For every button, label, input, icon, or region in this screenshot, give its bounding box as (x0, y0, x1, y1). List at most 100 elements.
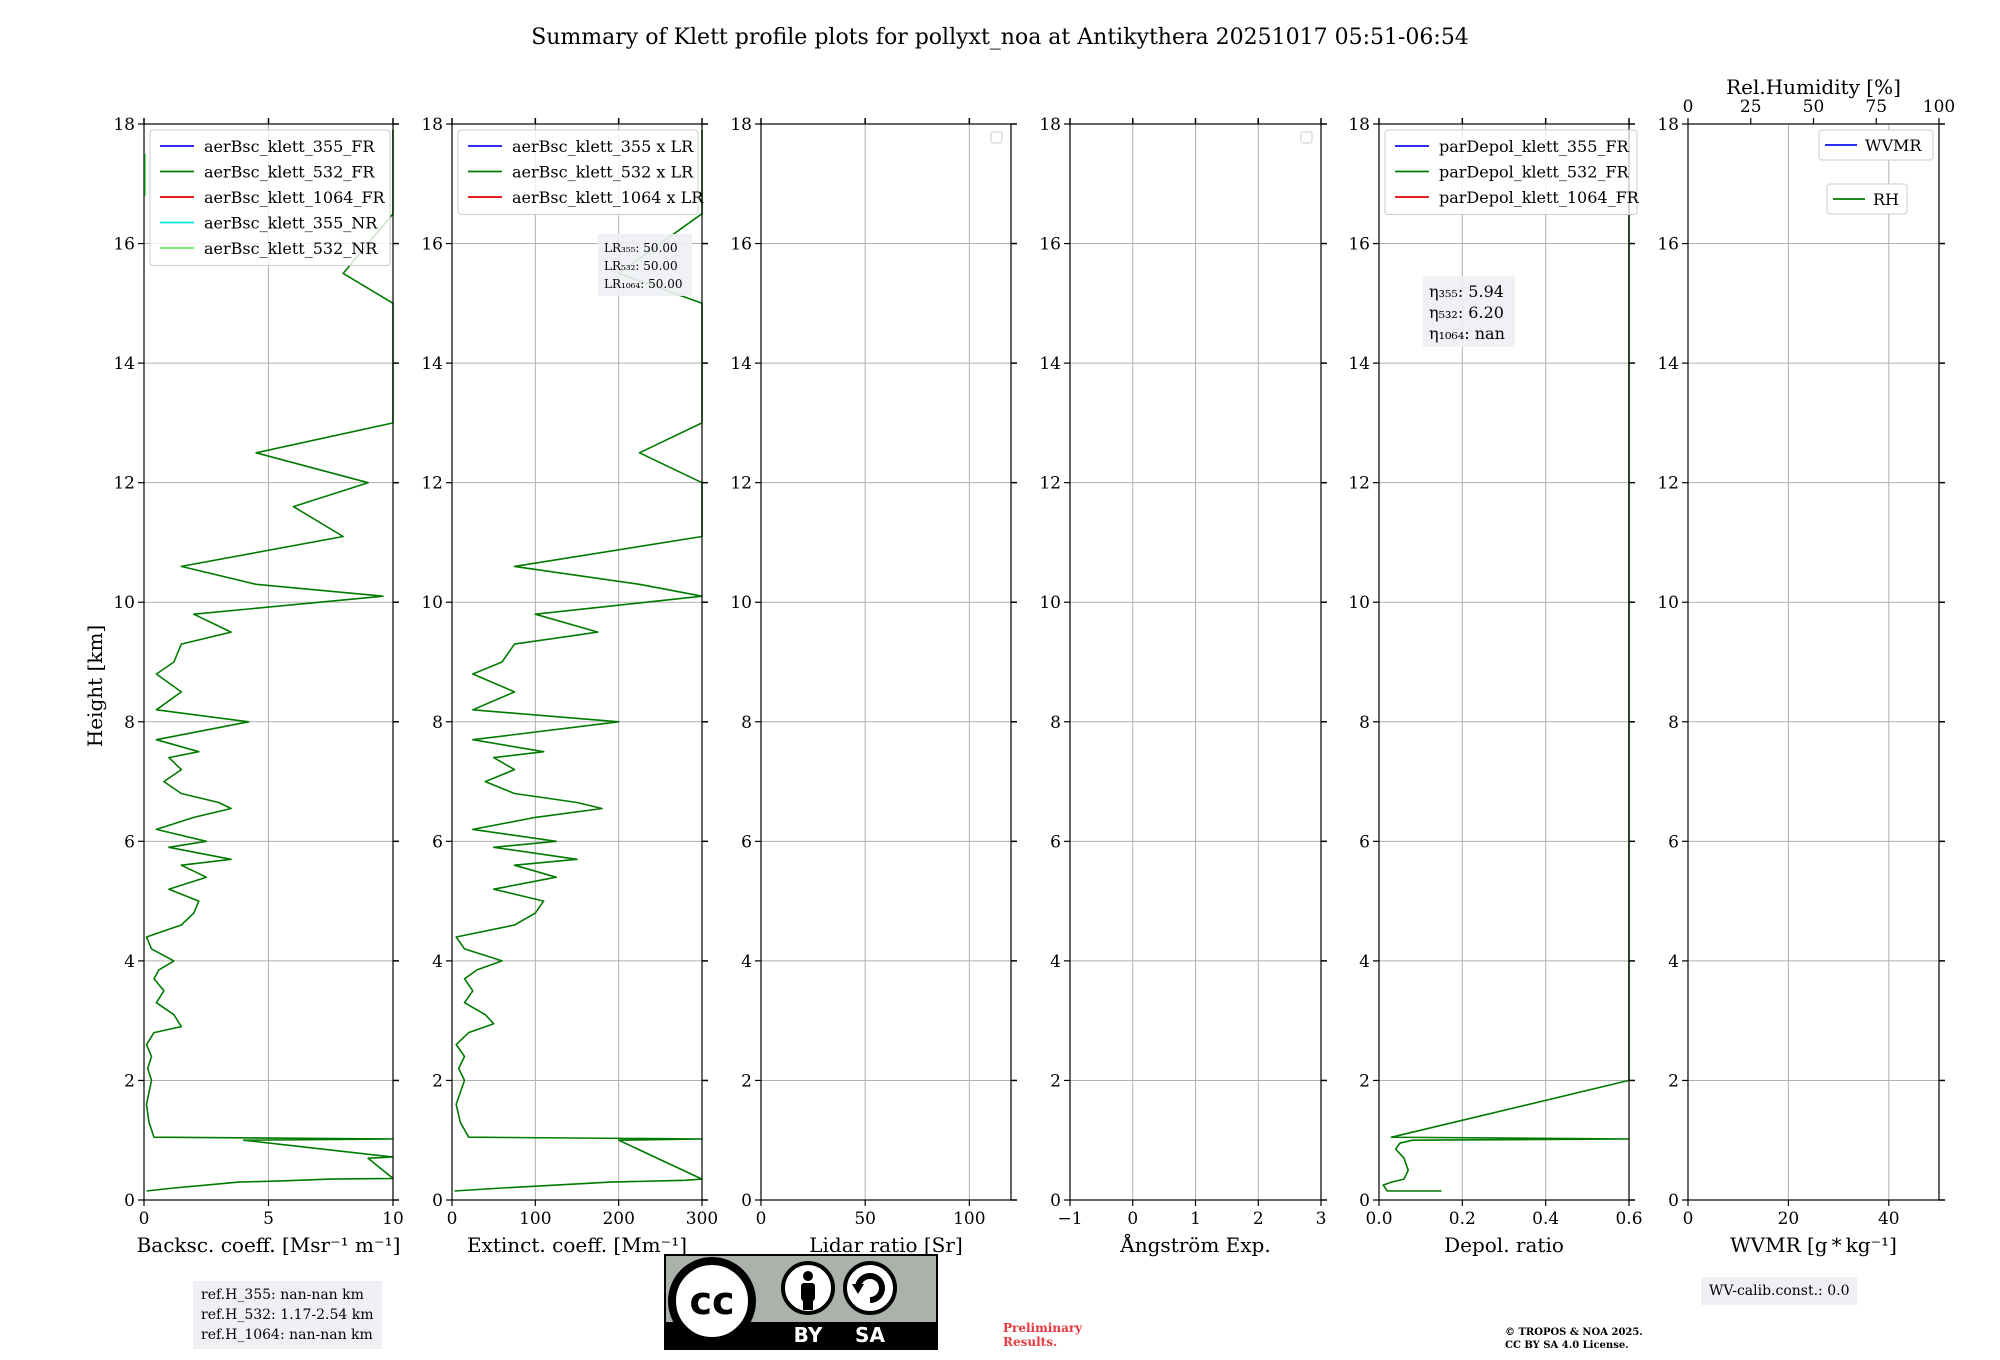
figure-title: Summary of Klett profile plots for polly… (531, 25, 1469, 50)
legend-box (457, 129, 699, 215)
annotation-text: η₃₅₅: 5.94 (1429, 282, 1504, 301)
y-tick-label: 16 (113, 235, 135, 255)
x-tick-label: 1 (1190, 1209, 1201, 1229)
y-tick-label: 12 (113, 474, 135, 494)
y-tick-label: 12 (1039, 474, 1061, 494)
top-x-tick-label: 100 (1923, 97, 1955, 117)
cc-icon (668, 1257, 756, 1345)
legend-entry: aerBsc_klett_532 x LR (512, 163, 694, 182)
preliminary-results-note: Preliminary Results. (1003, 1321, 1082, 1349)
y-tick-label: 8 (1668, 713, 1679, 733)
x-tick-label: 0.4 (1532, 1209, 1559, 1229)
y-tick-label: 16 (421, 235, 443, 255)
y-tick-label: 2 (124, 1071, 135, 1091)
y-tick-label: 10 (1039, 593, 1061, 613)
x-axis-label: Backsc. coeff. [Msr⁻¹ m⁻¹] (137, 1233, 401, 1257)
y-tick-label: 8 (124, 713, 135, 733)
y-tick-label: 6 (1050, 832, 1061, 852)
panel-extinction: 0 2 4 6 8 10 12 14 16 18 0 100 200 300 Extinct. coeff.… (421, 115, 718, 1257)
y-tick-label: 16 (1657, 235, 1679, 255)
y-tick-label: 14 (730, 354, 752, 374)
y-tick-label: 0 (1668, 1191, 1679, 1211)
y-tick-label: 4 (1359, 952, 1370, 972)
x-tick-label: 0.6 (1615, 1209, 1642, 1229)
cc-icon-label: cc (689, 1279, 734, 1323)
legend-box (1384, 129, 1638, 215)
top-x-tick-label: 0 (1683, 97, 1694, 117)
annotation-text: LR₁₀₆₄: 50.00 (604, 277, 682, 291)
y-tick-label: 0 (432, 1191, 443, 1211)
y-tick-label: 10 (1348, 593, 1370, 613)
y-tick-label: 2 (1668, 1071, 1679, 1091)
x-tick-label: −1 (1057, 1209, 1082, 1229)
y-tick-label: 4 (1668, 952, 1679, 972)
copyright-note: © TROPOS & NOA 2025. CC BY SA 4.0 Licens… (1505, 1326, 1643, 1352)
axes-frame (760, 123, 1012, 1201)
x-tick-label: 20 (1778, 1209, 1800, 1229)
x-tick-label: 10 (382, 1209, 404, 1229)
share-alike-icon (843, 1261, 897, 1315)
legend-entry: RH (1873, 190, 1899, 209)
wv-calib-constant: WV-calib.const.: 0.0 (1709, 1283, 1850, 1299)
legend-box (1826, 183, 1908, 215)
legend-entry: aerBsc_klett_532_FR (204, 163, 375, 182)
y-tick-label: 14 (1039, 354, 1061, 374)
preliminary-line-2: Results. (1003, 1335, 1058, 1349)
y-tick-label: 6 (432, 832, 443, 852)
y-tick-label: 12 (1348, 474, 1370, 494)
y-tick-label: 10 (1657, 593, 1679, 613)
y-tick-label: 2 (1050, 1071, 1061, 1091)
legend-entry: aerBsc_klett_355_NR (204, 214, 378, 233)
preliminary-line-1: Preliminary (1003, 1321, 1083, 1335)
empty-legend-box (1300, 131, 1313, 144)
ref-height-1064: ref.H_1064: nan-nan km (201, 1327, 373, 1343)
y-tick-label: 2 (432, 1071, 443, 1091)
legend-box (149, 129, 391, 266)
y-tick-label: 12 (1657, 474, 1679, 494)
y-tick-label: 2 (741, 1071, 752, 1091)
y-tick-label: 0 (1359, 1191, 1370, 1211)
x-tick-label: 300 (686, 1209, 718, 1229)
legend-entry: aerBsc_klett_1064_FR (204, 188, 386, 207)
legend-entry: parDepol_klett_355_FR (1439, 137, 1630, 156)
x-axis-label: Depol. ratio (1444, 1233, 1564, 1257)
panel-lidar-ratio: 0 2 4 6 8 10 12 14 16 18 0 50 100 Lidar ratio [Sr] (730, 115, 1017, 1257)
annotation-box (598, 234, 692, 296)
ref-height-355: ref.H_355: nan-nan km (201, 1287, 364, 1303)
x-tick-label: 0 (447, 1209, 458, 1229)
y-tick-label: 4 (124, 952, 135, 972)
x-tick-label: 0 (1127, 1209, 1138, 1229)
y-tick-label: 12 (421, 474, 443, 494)
legend-entry: parDepol_klett_1064_FR (1439, 188, 1640, 207)
annotation-text: η₁₀₆₄: nan (1429, 324, 1505, 343)
y-tick-label: 18 (1039, 115, 1061, 135)
legend-box (1818, 129, 1934, 161)
x-tick-label: 100 (519, 1209, 551, 1229)
x-tick-label: 0 (1683, 1209, 1694, 1229)
x-axis-label: Lidar ratio [Sr] (809, 1233, 963, 1257)
y-tick-label: 6 (741, 832, 752, 852)
y-tick-label: 2 (1359, 1071, 1370, 1091)
y-tick-label: 14 (113, 354, 135, 374)
x-tick-label: 0.0 (1365, 1209, 1392, 1229)
y-tick-label: 0 (741, 1191, 752, 1211)
x-tick-label: 200 (602, 1209, 634, 1229)
y-tick-label: 0 (1050, 1191, 1061, 1211)
x-tick-label: 3 (1316, 1209, 1327, 1229)
y-tick-label: 6 (1668, 832, 1679, 852)
y-tick-label: 18 (1348, 115, 1370, 135)
legend-entry: aerBsc_klett_1064 x LR (512, 188, 704, 207)
y-tick-label: 8 (741, 713, 752, 733)
y-tick-label: 14 (421, 354, 443, 374)
top-axis-label: Rel.Humidity [%] (1726, 75, 1901, 99)
y-tick-label: 8 (1050, 713, 1061, 733)
top-x-tick-label: 50 (1803, 97, 1825, 117)
cc-sa-label: SA (855, 1323, 885, 1347)
empty-legend-box (990, 131, 1003, 144)
x-tick-label: 100 (953, 1209, 985, 1229)
x-tick-label: 50 (854, 1209, 876, 1229)
x-axis-label: Ångström Exp. (1119, 1232, 1270, 1257)
